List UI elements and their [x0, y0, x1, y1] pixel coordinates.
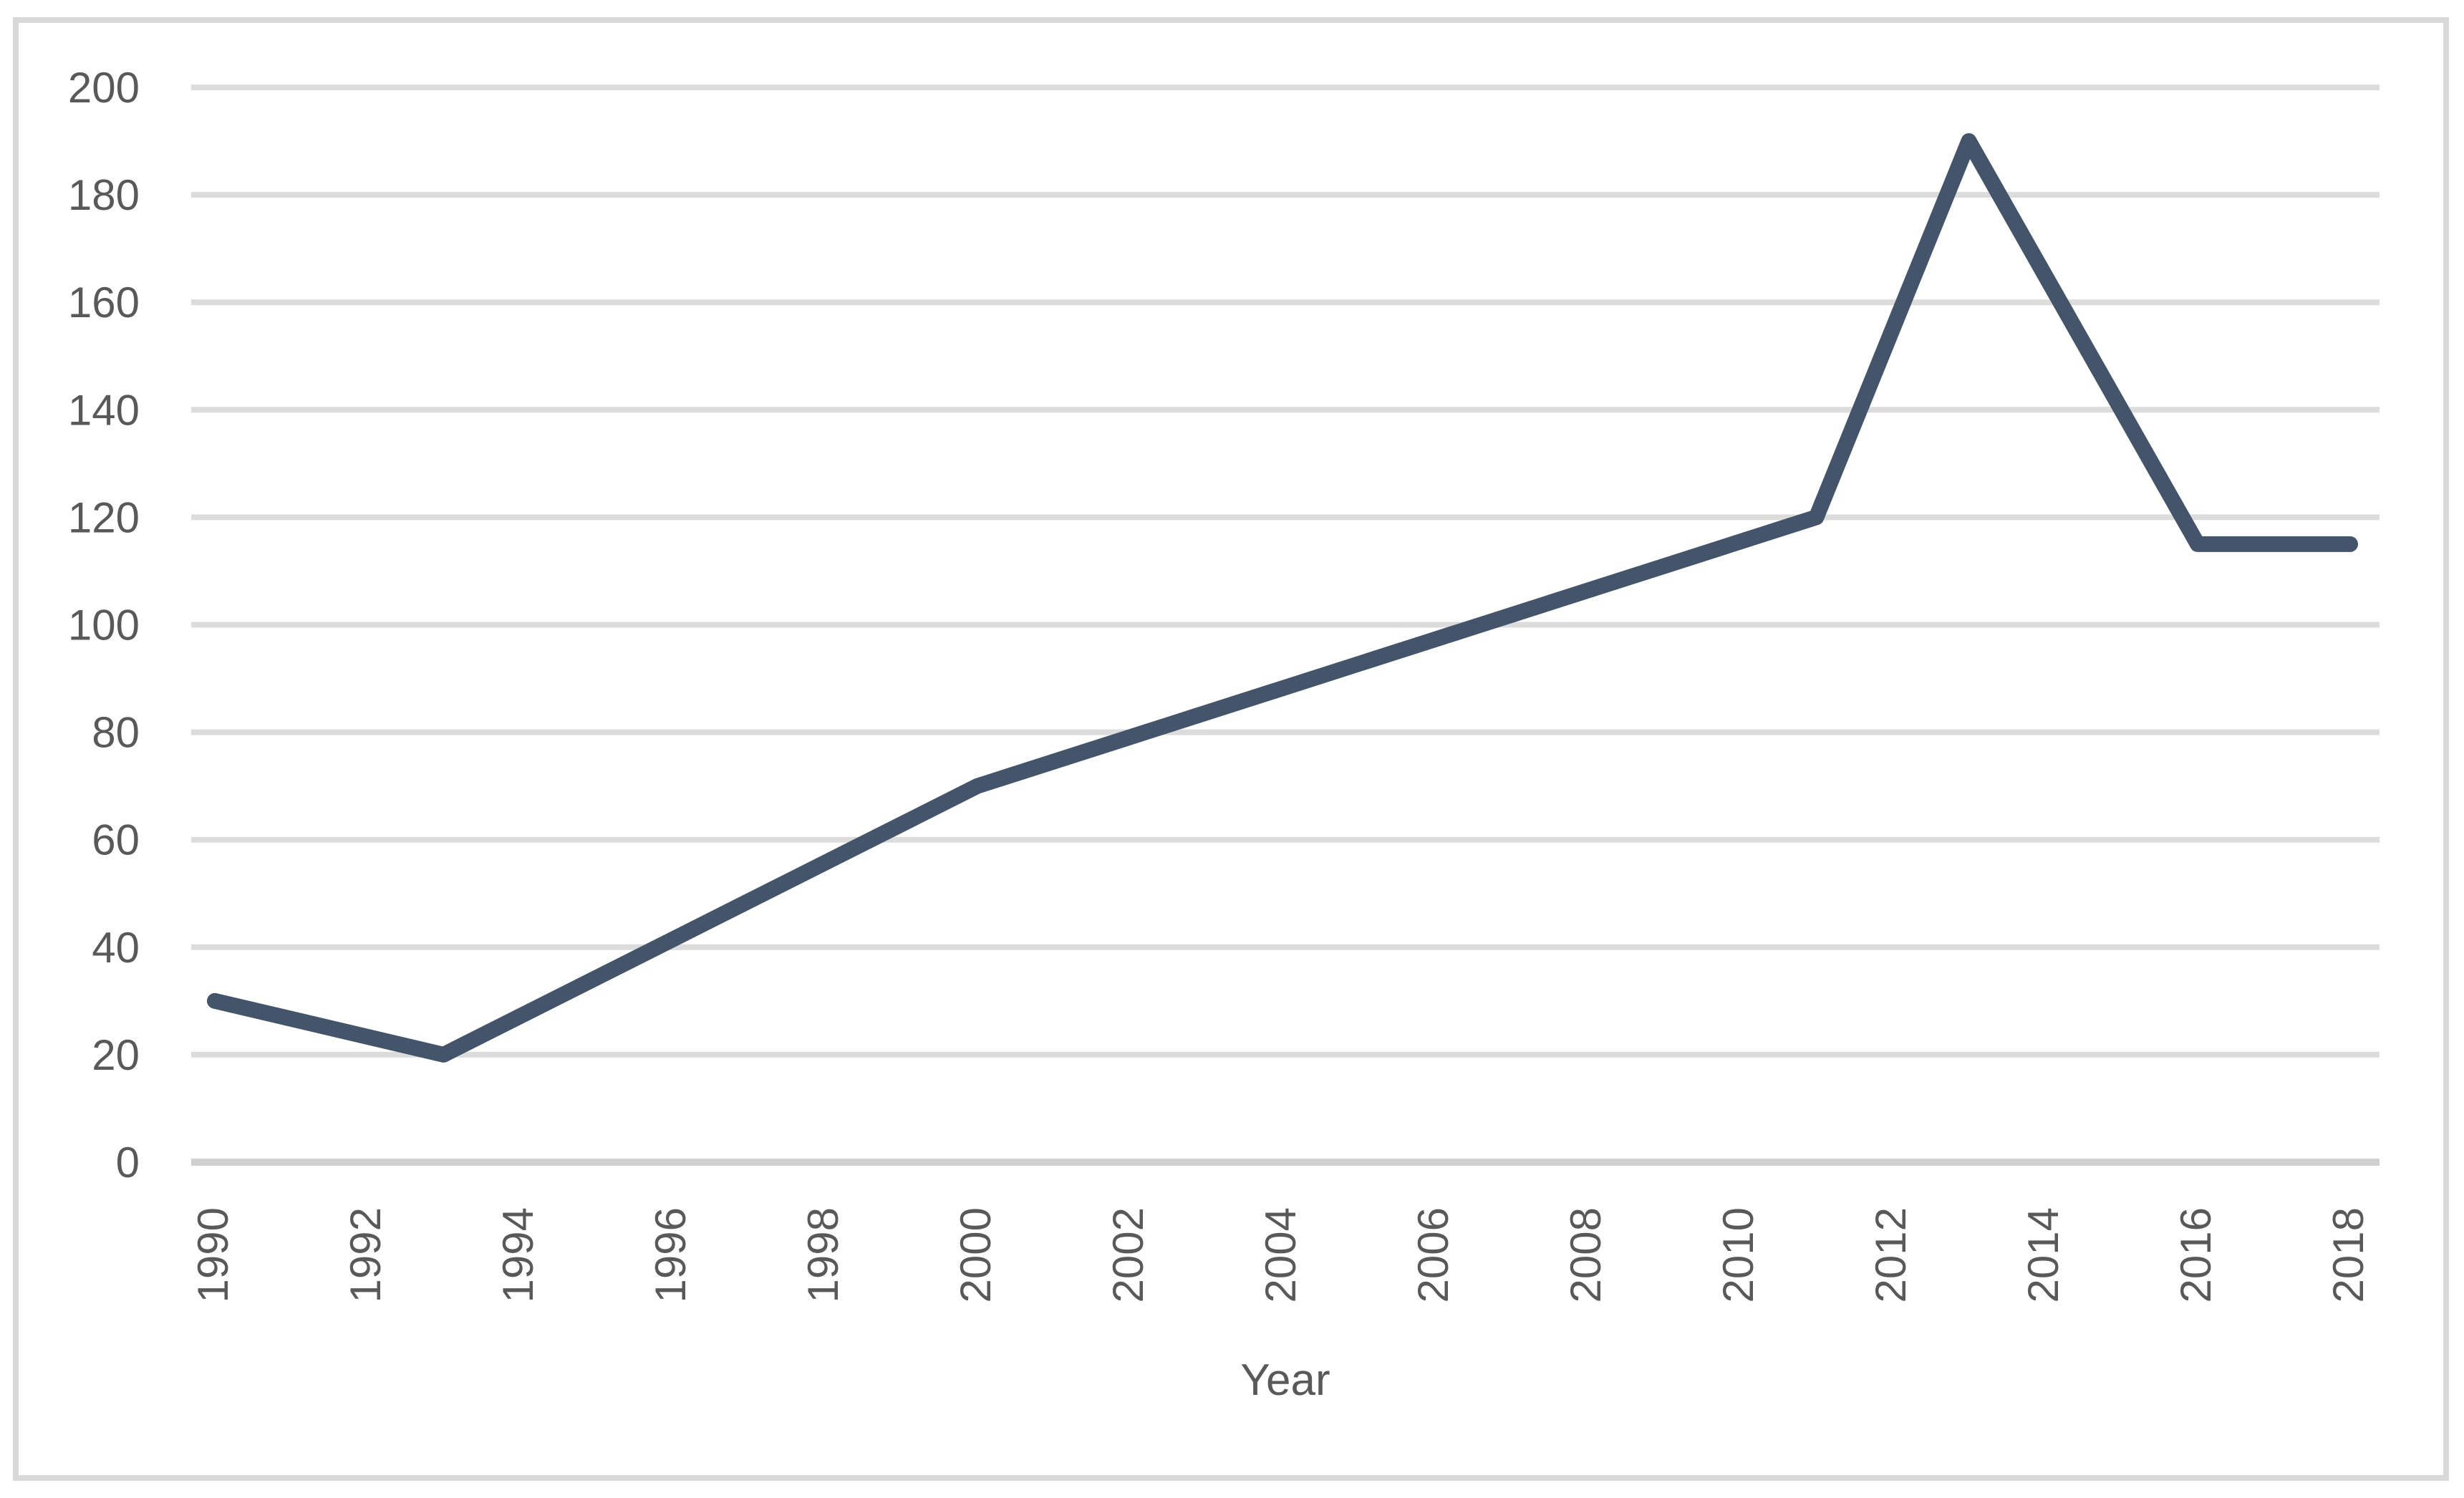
x-tick-label: 2010 [1714, 1207, 1762, 1303]
x-tick-label: 2018 [2324, 1207, 2372, 1303]
x-tick-label: 2016 [2172, 1207, 2220, 1303]
y-tick-label: 200 [68, 64, 140, 112]
x-axis-tick-labels: 1990 1992 1994 1996 1998 2000 2002 2004 2006 2008… [189, 1207, 2372, 1303]
y-tick-label: 40 [92, 924, 140, 972]
y-tick-label: 60 [92, 816, 140, 864]
x-tick-label: 1994 [494, 1207, 542, 1303]
x-tick-label: 2000 [952, 1207, 1000, 1303]
x-tick-label: 2004 [1257, 1207, 1305, 1303]
y-tick-label: 180 [68, 171, 140, 219]
y-tick-label: 20 [92, 1031, 140, 1079]
data-series-line [207, 133, 2358, 1063]
x-tick-label: 2012 [1867, 1207, 1915, 1303]
y-tick-label: 0 [116, 1139, 140, 1187]
x-tick-label: 2014 [2019, 1207, 2067, 1303]
y-tick-label: 80 [92, 709, 140, 757]
y-tick-label: 120 [68, 493, 140, 541]
y-tick-label: 140 [68, 386, 140, 434]
y-axis-tick-labels: 0 20 40 60 80 100 120 140 160 180 200 [68, 64, 140, 1187]
x-tick-label: 2002 [1104, 1207, 1152, 1303]
x-tick-label: 2006 [1409, 1207, 1457, 1303]
x-tick-label: 1992 [342, 1207, 390, 1303]
x-tick-label: 1996 [647, 1207, 695, 1303]
y-tick-label: 100 [68, 601, 140, 649]
x-tick-label: 2008 [1562, 1207, 1610, 1303]
gridline-group [191, 84, 2380, 1166]
x-tick-label: 1990 [189, 1207, 237, 1303]
x-tick-label: 1998 [799, 1207, 847, 1303]
y-tick-label: 160 [68, 279, 140, 327]
x-axis-title: Year [1240, 1356, 1330, 1405]
